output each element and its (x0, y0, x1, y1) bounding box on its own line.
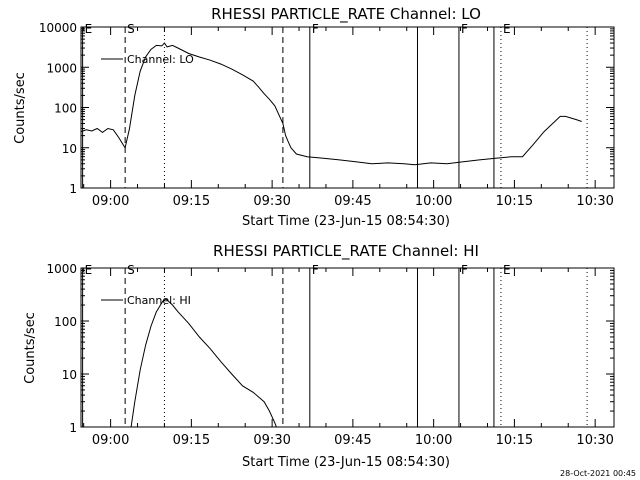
chart-lo-x-tick-label: 10:30 (576, 194, 613, 209)
chart-lo-x-tick-label: 09:15 (173, 194, 210, 209)
chart-lo-x-tick-label: 09:45 (334, 194, 371, 209)
chart-hi-x-tick-label: 09:45 (334, 433, 371, 448)
chart-lo-xlabel: Start Time (23-Jun-15 08:54:30) (242, 214, 450, 229)
chart-hi-y-tick-label: 1 (69, 421, 77, 435)
chart-hi-ylabel: Counts/sec (23, 312, 38, 384)
chart-hi-event-label: S (127, 263, 135, 277)
chart-hi-event-label: F (461, 263, 468, 277)
chart-lo-title: RHESSI PARTICLE_RATE Channel: LO (211, 5, 481, 24)
chart-hi-event-label: E (85, 263, 93, 277)
chart-lo-panel: RHESSI PARTICLE_RATE Channel: LO Counts/… (13, 5, 615, 229)
chart-hi-event-label: E (503, 263, 511, 277)
chart-lo-series-line (81, 42, 582, 166)
chart-hi-y-tick-label: 100 (54, 315, 77, 329)
chart-lo-x-tick-label: 09:30 (253, 194, 290, 209)
chart-lo-plot-frame (80, 26, 615, 189)
chart-lo-x-tick-label: 10:15 (496, 194, 533, 209)
chart-hi-event-label: F (312, 263, 319, 277)
chart-lo-y-tick-label: 10 (62, 142, 77, 156)
chart-hi-y-tick-label: 1000 (46, 262, 77, 276)
chart-hi-y-tick-label: 10 (62, 368, 77, 382)
chart-hi-x-tick-label: 09:15 (173, 433, 210, 448)
chart-lo-event-label: E (85, 22, 93, 36)
chart-hi-plot-frame (80, 267, 615, 428)
chart-lo-ylabel: Counts/sec (13, 72, 28, 144)
chart-hi-series-line (130, 298, 277, 427)
chart-hi-x-tick-label: 09:30 (253, 433, 290, 448)
chart-lo-legend-label: Channel: LO (127, 53, 194, 66)
chart-lo-y-tick-label: 100 (54, 102, 77, 116)
chart-hi-title: RHESSI PARTICLE_RATE Channel: HI (213, 242, 479, 261)
chart-hi-x-tick-label: 10:15 (496, 433, 533, 448)
chart-lo-y-tick-label: 10000 (39, 21, 77, 35)
chart-lo-event-label: F (461, 22, 468, 36)
chart-hi-x-tick-label: 10:00 (415, 433, 452, 448)
chart-hi-x-tick-label: 10:30 (576, 433, 613, 448)
chart-lo-event-label: E (503, 22, 511, 36)
chart-lo-x-tick-label: 10:00 (415, 194, 452, 209)
chart-hi-legend-label: Channel: HI (127, 294, 191, 307)
chart-lo-event-label: S (127, 22, 135, 36)
chart-hi-panel: RHESSI PARTICLE_RATE Channel: HI Counts/… (23, 242, 615, 470)
chart-lo-event-label: F (312, 22, 319, 36)
footer-timestamp: 28-Oct-2021 00:45 (560, 469, 636, 478)
chart-lo-y-tick-label: 1 (69, 182, 77, 196)
chart-hi-xlabel: Start Time (23-Jun-15 08:54:30) (242, 455, 450, 470)
chart-lo-x-tick-label: 09:00 (92, 194, 129, 209)
chart-lo-y-tick-label: 1000 (46, 61, 77, 75)
chart-hi-x-tick-label: 09:00 (92, 433, 129, 448)
